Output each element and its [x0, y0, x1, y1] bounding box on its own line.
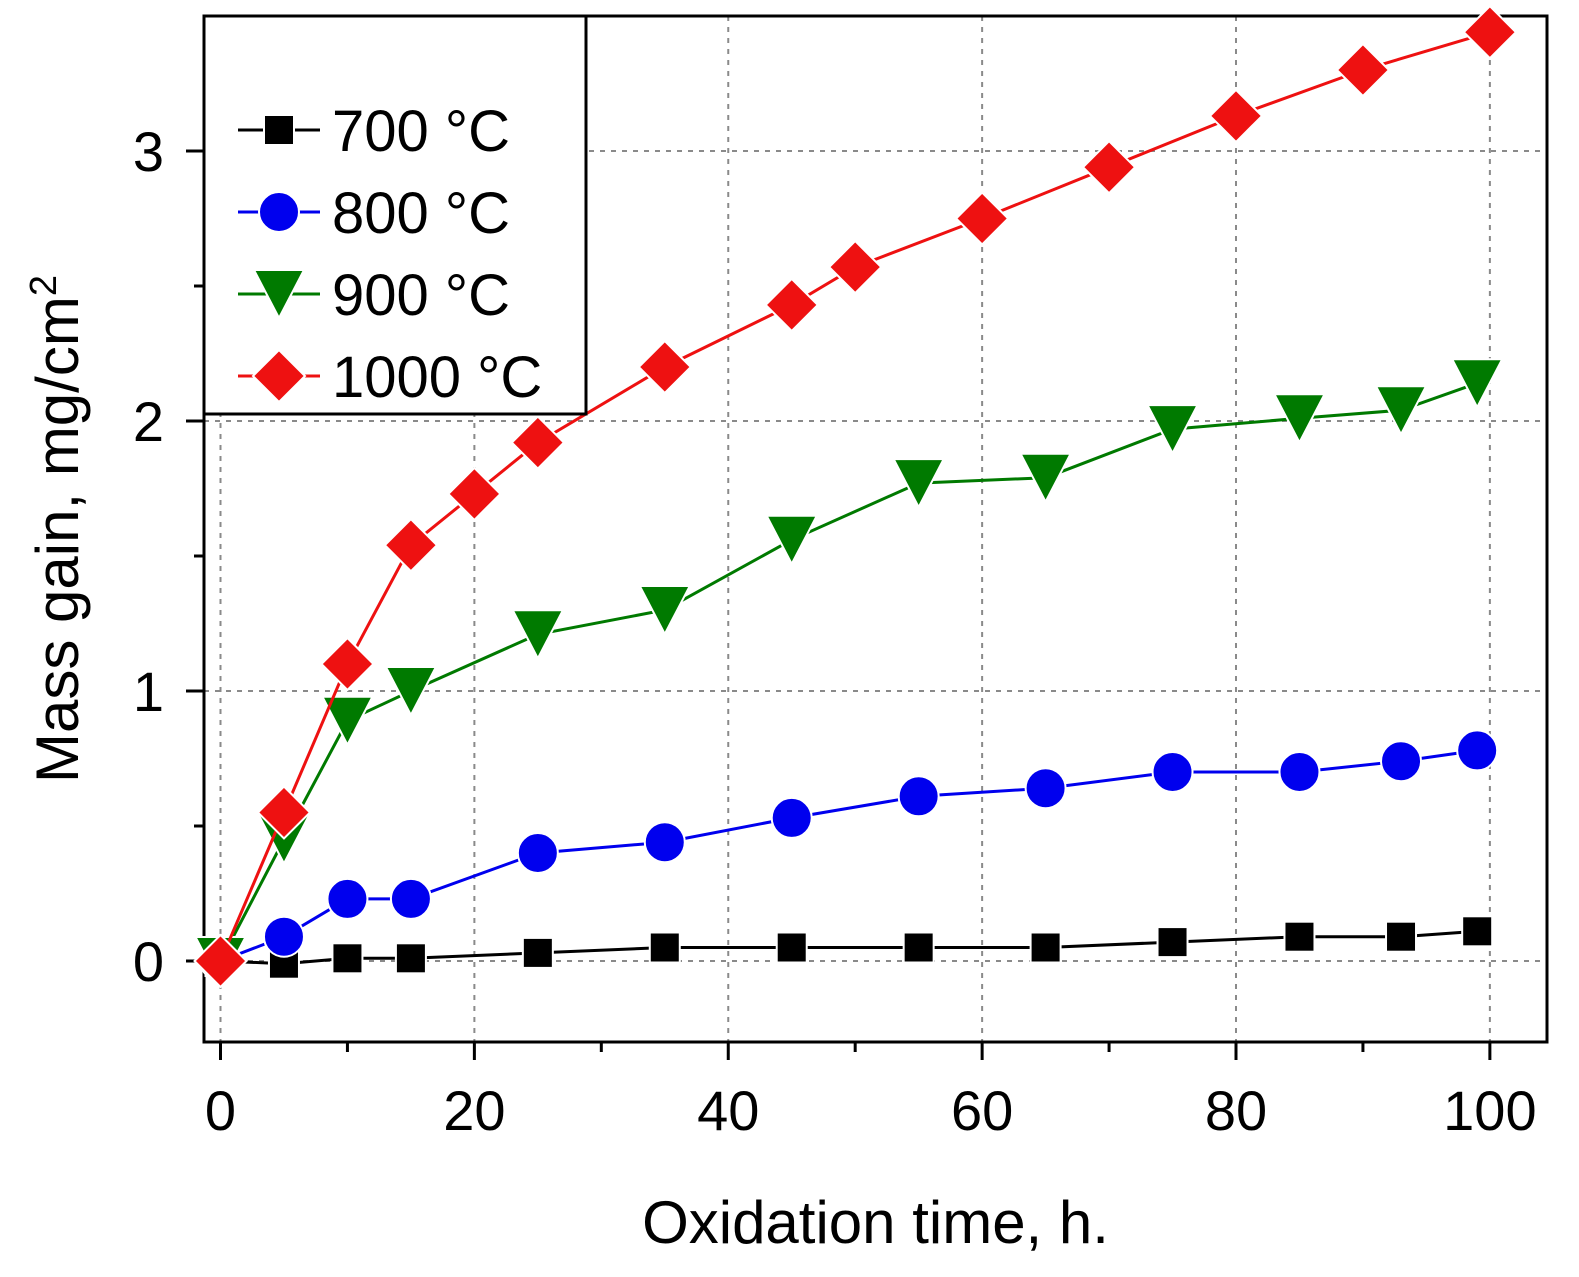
- data-point: [638, 585, 692, 637]
- x-tick-label: 40: [697, 1079, 759, 1142]
- data-point: [320, 695, 375, 747]
- data-point: [511, 609, 565, 661]
- legend-label: 800 °C: [332, 181, 510, 246]
- data-point: [1029, 931, 1062, 964]
- legend-label: 1000 °C: [332, 345, 542, 410]
- data-point: [897, 775, 940, 818]
- y-tick-label: 3: [133, 120, 164, 183]
- y-tick-label: 1: [133, 660, 164, 723]
- data-point: [1385, 920, 1418, 953]
- data-point: [193, 933, 248, 989]
- data-point: [643, 821, 686, 864]
- y-axis-title-main: Mass gain, mg/cm: [24, 296, 91, 783]
- data-point: [954, 191, 1010, 246]
- y-tick-label: 2: [133, 390, 164, 453]
- series-4: [193, 4, 1518, 989]
- data-point: [1151, 751, 1194, 793]
- data-point: [1081, 139, 1137, 195]
- legend-item: 900 °C: [238, 263, 510, 328]
- data-point: [770, 796, 813, 839]
- data-point: [1018, 452, 1073, 504]
- data-point: [516, 832, 559, 874]
- data-series: [193, 4, 1518, 989]
- data-point: [383, 517, 439, 573]
- series-line: [219, 30, 1491, 962]
- data-point: [384, 666, 438, 718]
- data-point: [446, 466, 502, 522]
- legend-marker: [252, 269, 306, 321]
- legend-label: 900 °C: [332, 263, 510, 328]
- data-point: [765, 514, 819, 566]
- data-point: [892, 458, 946, 510]
- data-point: [764, 277, 820, 333]
- x-axis-title: Oxidation time, h.: [642, 1189, 1109, 1256]
- x-tick-label: 80: [1205, 1079, 1267, 1142]
- legend: 700 °C 800 °C 900 °C 1000 °C: [202, 14, 588, 416]
- data-point: [394, 942, 427, 975]
- data-point: [1335, 42, 1391, 98]
- data-point: [262, 915, 305, 958]
- data-point: [1380, 740, 1423, 783]
- data-point: [1145, 404, 1200, 456]
- data-point: [331, 942, 364, 975]
- data-point: [256, 785, 312, 840]
- data-point: [1283, 920, 1316, 953]
- data-point: [320, 636, 375, 692]
- data-point: [648, 931, 681, 964]
- data-point: [637, 339, 693, 395]
- data-point: [1024, 767, 1067, 810]
- x-tick-label: 0: [205, 1079, 236, 1142]
- y-tick-label: 0: [133, 930, 164, 993]
- series-1: [204, 915, 1494, 980]
- y-axis-title-superscript: 2: [23, 275, 65, 296]
- x-tick-label: 60: [951, 1079, 1013, 1142]
- data-point: [1278, 751, 1321, 793]
- data-point: [775, 931, 808, 964]
- data-point: [1456, 729, 1499, 772]
- legend-marker: [258, 191, 300, 233]
- data-point: [389, 877, 432, 920]
- axis-ticks: 0 20 40 60 80 100 0 1 2 3: [133, 120, 1537, 1142]
- x-tick-label: 20: [443, 1079, 505, 1142]
- data-point: [1156, 926, 1189, 959]
- legend-item: 800 °C: [238, 181, 510, 246]
- legend-marker: [251, 348, 307, 404]
- data-point: [1208, 88, 1264, 144]
- plot-area-frame: [202, 14, 1549, 1044]
- data-point: [902, 931, 935, 964]
- legend-label: 700 °C: [332, 99, 510, 164]
- data-point: [1450, 358, 1504, 410]
- data-point: [1272, 393, 1327, 445]
- series-2: [199, 729, 1499, 982]
- data-point: [1462, 4, 1518, 60]
- y-axis-title: Mass gain, mg/cm2: [23, 275, 91, 783]
- data-point: [521, 936, 554, 969]
- legend-item: 1000 °C: [238, 345, 542, 410]
- data-point: [326, 877, 369, 920]
- data-point: [510, 415, 566, 471]
- data-point: [827, 239, 883, 295]
- x-tick-label: 100: [1443, 1079, 1536, 1142]
- legend-item: 700 °C: [238, 99, 510, 164]
- data-point: [1461, 915, 1494, 948]
- legend-marker: [263, 114, 295, 146]
- data-point: [1374, 385, 1428, 437]
